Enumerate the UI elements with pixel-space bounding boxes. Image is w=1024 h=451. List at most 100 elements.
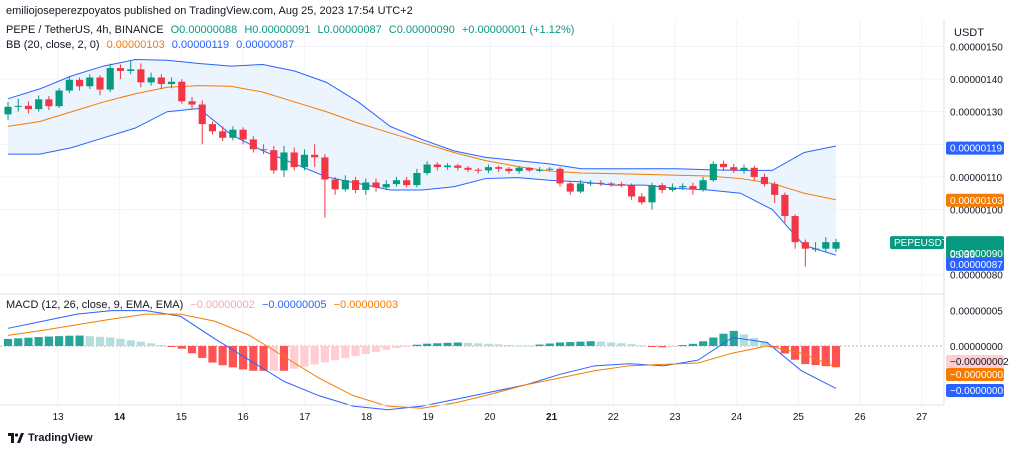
candle-body	[270, 150, 278, 171]
macd-histogram-bar	[3, 338, 13, 346]
candle-body	[822, 242, 830, 249]
candle-body	[474, 169, 482, 171]
macd-histogram-bar	[75, 335, 84, 346]
bollinger-band-fill	[8, 59, 836, 256]
candle-body	[546, 168, 554, 170]
macd-histogram-bar	[607, 342, 616, 346]
macd-histogram-bar	[484, 343, 493, 346]
candle-body	[454, 165, 462, 168]
candle-body	[781, 194, 789, 217]
time-tick-label: 21	[546, 412, 558, 423]
candle-body	[300, 154, 309, 168]
macd-histogram-bar	[678, 345, 687, 347]
macd-histogram-bar	[412, 344, 421, 346]
candle-body	[157, 77, 165, 85]
tradingview-logo[interactable]: TradingView	[8, 432, 93, 444]
time-tick-label: 24	[731, 412, 743, 423]
candle-body	[14, 105, 22, 107]
candle-body	[484, 167, 493, 171]
candle-body	[311, 154, 319, 158]
macd-signal-value: −0.00000003	[333, 299, 399, 311]
open-value: O0.00000088	[170, 24, 238, 36]
macd-histogram-bar	[402, 346, 411, 347]
price-tick-label: 0.00000140	[950, 75, 1003, 86]
macd-histogram-bar	[443, 342, 452, 346]
candle-body	[730, 167, 738, 171]
candle-body	[392, 180, 401, 185]
macd-histogram-bar	[627, 344, 636, 346]
macd-histogram-bar	[566, 342, 575, 346]
macd-hist-price-label-bg	[946, 355, 1004, 368]
currency-label[interactable]: USDT	[954, 27, 984, 39]
bb-lower-price-label-bg	[946, 257, 1004, 271]
macd-histogram-bar	[116, 338, 125, 346]
price-tick-label: 0.00000130	[950, 108, 1003, 119]
macd-histogram	[3, 330, 841, 371]
candle-body	[648, 185, 656, 203]
candle-body	[127, 69, 135, 71]
high-value: H0.00000091	[244, 24, 311, 36]
macd-histogram-bar	[341, 346, 350, 359]
candle-body	[147, 77, 155, 83]
bb-legend[interactable]: BB (20, close, 2, 0) 0.00000103 0.000001…	[6, 39, 298, 51]
symbol-price-tag-bg	[890, 236, 944, 250]
macd-histogram-bar	[821, 346, 830, 367]
macd-tick-label: 0.00000000	[950, 342, 1003, 353]
macd-histogram-bar	[106, 337, 115, 346]
candle-body	[566, 183, 574, 192]
candle-body	[86, 77, 94, 87]
bb-upper-price-label: 0.00000119	[950, 144, 1003, 155]
symbol-name: PEPE / TetherUS, 4h, BINANCE	[6, 24, 164, 36]
macd-histogram-bar	[688, 343, 697, 346]
macd-histogram-bar	[187, 346, 197, 354]
macd-histogram-bar	[453, 342, 462, 346]
candle-body	[638, 196, 646, 203]
candle-body	[617, 184, 625, 186]
candle-body	[208, 124, 217, 132]
candle-body	[372, 182, 380, 188]
candle-body	[709, 163, 717, 181]
last-price-label-bg	[946, 236, 1004, 261]
bollinger-band-lines	[7, 59, 837, 256]
price-tick-label: 0.00000080	[950, 271, 1003, 282]
macd-histogram-bar	[228, 346, 237, 368]
macd-histogram-bar	[218, 346, 227, 366]
candle-body	[719, 163, 728, 168]
macd-histogram-bar	[34, 337, 43, 346]
bb-mid-line	[7, 85, 837, 201]
macd-histogram-bar	[719, 333, 728, 346]
macd-histogram-bar	[177, 346, 186, 349]
macd-histogram-bar	[279, 346, 289, 371]
macd-histogram-bar	[208, 346, 217, 363]
change-value: +0.00000001 (+1.12%)	[461, 24, 575, 36]
macd-histogram-bar	[300, 346, 309, 367]
bb-upper-value: 0.00000119	[171, 39, 230, 51]
macd-tick-label: 0.00000005	[950, 307, 1003, 318]
macd-histogram-bar	[811, 346, 820, 366]
candle-body	[178, 81, 186, 102]
candle-body	[515, 167, 523, 172]
candle-body	[249, 139, 257, 150]
time-tick-label: 26	[855, 412, 867, 423]
time-axis[interactable]: 13 14 15 16 17 18 19 20 21 22 23 24 25 26 27	[52, 412, 927, 423]
macd-histogram-bar	[760, 341, 769, 346]
macd-histogram-bar	[576, 341, 585, 346]
symbol-legend[interactable]: PEPE / TetherUS, 4h, BINANCE O0.00000088…	[6, 24, 578, 36]
candle-body	[219, 131, 227, 138]
bb-fill-area	[8, 59, 836, 256]
macd-histogram-bar	[668, 346, 677, 347]
symbol-price-tag: PEPEUSDT	[894, 238, 948, 249]
candle-body	[740, 167, 748, 171]
candle-body	[423, 164, 431, 174]
macd-histogram-bar	[157, 344, 166, 346]
candle-body	[587, 182, 595, 184]
candle-body	[576, 183, 585, 192]
candle-body	[188, 101, 196, 105]
macd-hist-value: −0.00000002	[190, 299, 255, 311]
macd-histogram-bar	[791, 346, 800, 360]
macd-legend[interactable]: MACD (12, 26, close, 9, EMA, EMA) −0.000…	[6, 299, 402, 311]
macd-histogram-bar	[750, 338, 759, 346]
candle-body	[24, 105, 33, 110]
candle-body	[321, 157, 329, 180]
